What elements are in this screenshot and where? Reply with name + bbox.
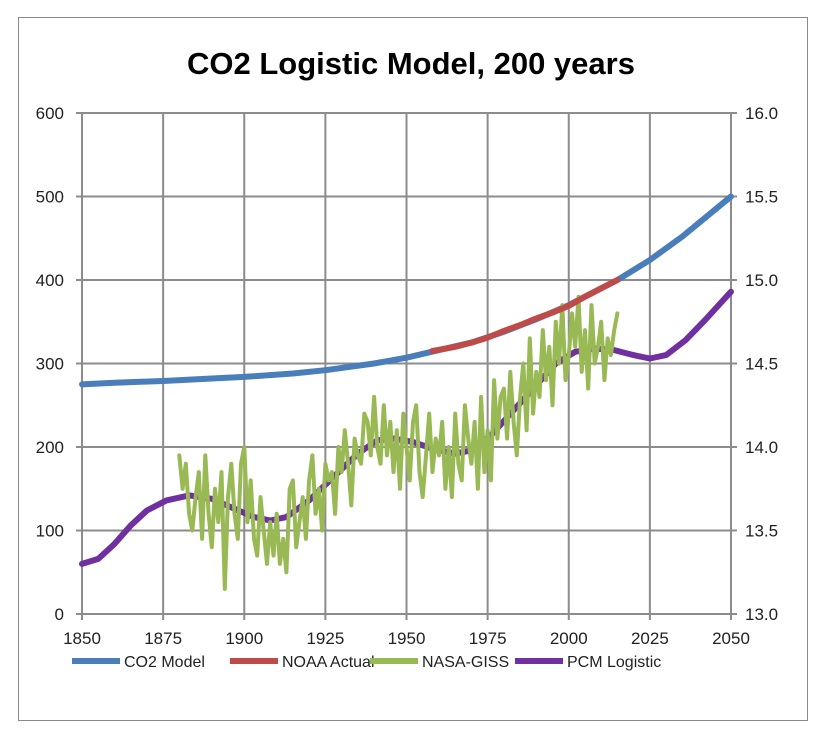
y2-tick-label: 15.5 (745, 188, 778, 207)
y-tick-label: 100 (36, 522, 64, 541)
y-tick-label: 200 (36, 438, 64, 457)
x-tick-label: 1950 (388, 629, 426, 648)
x-tick-label: 2000 (550, 629, 588, 648)
y2-tick-label: 14.5 (745, 355, 778, 374)
x-tick-label: 2050 (712, 629, 750, 648)
x-tick-label: 2025 (631, 629, 669, 648)
legend-label: PCM Logistic (567, 654, 661, 671)
chart-title: CO2 Logistic Model, 200 years (187, 46, 635, 81)
y-tick-label: 600 (36, 104, 64, 123)
legend-label: CO2 Model (124, 654, 205, 671)
x-tick-label: 1875 (144, 629, 182, 648)
y-tick-label: 300 (36, 355, 64, 374)
series-line-noaa-actual (429, 277, 621, 354)
y-tick-label: 500 (36, 188, 64, 207)
x-tick-label: 1850 (63, 629, 101, 648)
y2-tick-label: 13.0 (745, 605, 778, 624)
y-tick-label: 400 (36, 271, 64, 290)
y-tick-label: 0 (55, 605, 64, 624)
y2-tick-label: 15.0 (745, 271, 778, 290)
x-tick-label: 1975 (469, 629, 507, 648)
legend-label: NASA-GISS (422, 654, 509, 671)
y2-tick-label: 14.0 (745, 438, 778, 457)
chart-frame (18, 17, 808, 721)
legend-label: NOAA Actual (282, 654, 375, 671)
x-tick-label: 1925 (306, 629, 344, 648)
x-tick-label: 1900 (225, 629, 263, 648)
series-line-nasa-giss (177, 294, 620, 591)
y2-tick-label: 13.5 (745, 522, 778, 541)
y2-tick-label: 16.0 (745, 104, 778, 123)
